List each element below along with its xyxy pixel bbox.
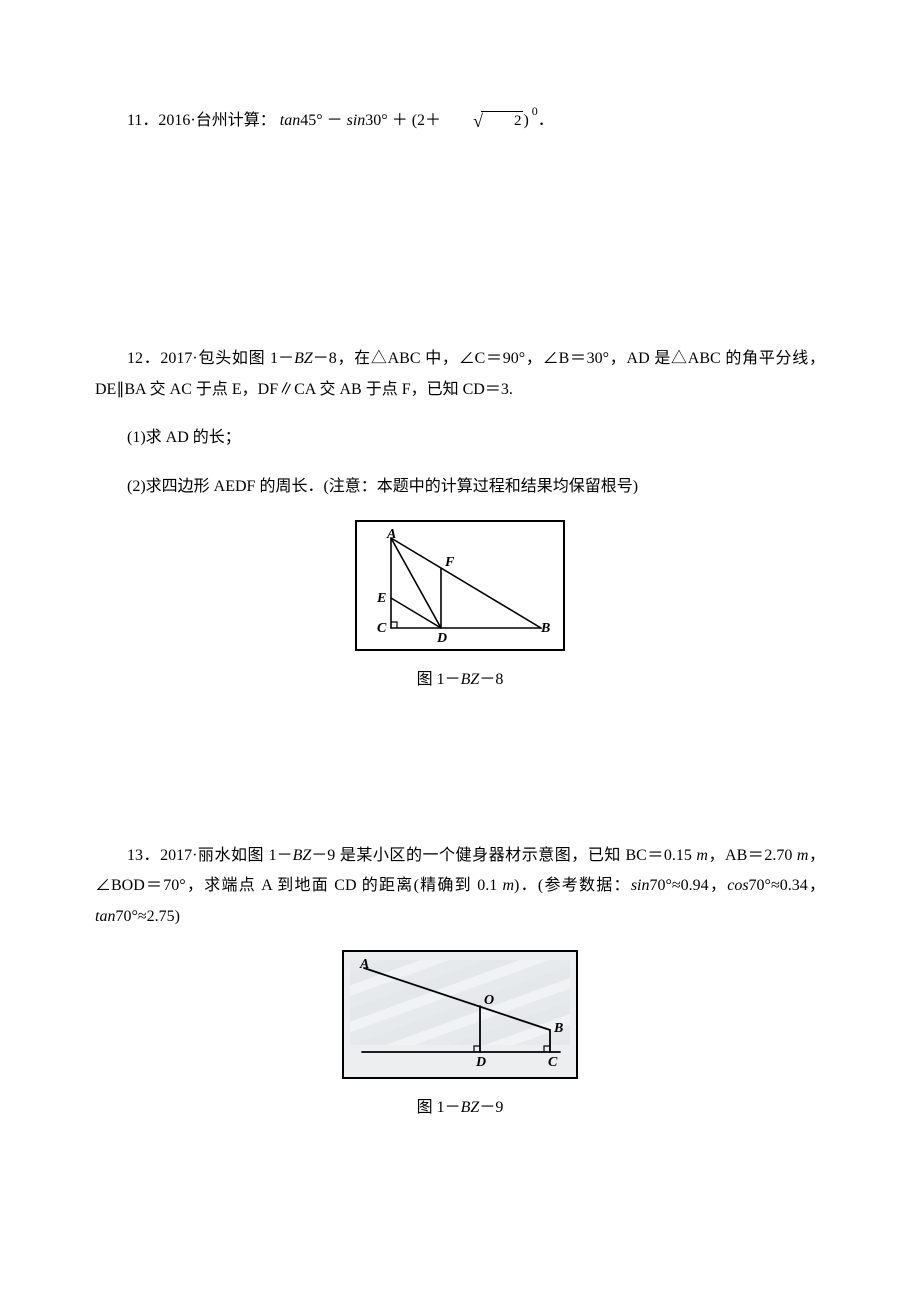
svg-text:C: C (377, 621, 387, 636)
svg-text:D: D (475, 1055, 486, 1068)
q13-d70a: 70°≈0.94， (650, 877, 728, 894)
q11-open: (2＋ (412, 112, 441, 129)
vertical-gap-2 (95, 711, 825, 841)
fig9-cap-b: BZ (461, 1099, 480, 1116)
q11-plus: ＋ (392, 112, 408, 129)
svg-text:C: C (548, 1055, 558, 1068)
q11-period: ． (538, 112, 554, 129)
q11-45: 45° (300, 112, 322, 129)
problem-13-stem: 13．2017·丽水如图 1－BZ－9 是某小区的一个健身器材示意图，已知 BC… (95, 841, 825, 932)
figure-9-block: A O B D C 图 1－BZ－9 (95, 950, 825, 1117)
problem-11: 11．2016·台州计算： tan45° － sin30° ＋ (2＋√2)0． (95, 100, 825, 136)
q11-minus: － (327, 112, 343, 129)
q13-l1a: 13．2017·丽水如图 1－ (127, 847, 293, 864)
svg-text:A: A (359, 957, 369, 972)
fig9-cap-c: －9 (479, 1099, 503, 1116)
q11-radicand: 2 (481, 111, 524, 130)
figure-9-caption: 图 1－BZ－9 (95, 1093, 825, 1117)
q11-tan: tan (280, 112, 300, 129)
q13-sin: sin (631, 877, 650, 894)
vertical-gap (95, 154, 825, 344)
problem-12-part1: (1)求 AD 的长； (95, 423, 825, 453)
sqrt-root: √2 (441, 111, 523, 130)
figure-8-block: A B C D E F 图 1－BZ－8 (95, 520, 825, 689)
svg-text:A: A (386, 528, 396, 542)
q13-m3: m (502, 877, 514, 894)
q13-l1f: )．(参考数据： (514, 877, 631, 894)
q13-m1: m (696, 847, 708, 864)
q13-tan: tan (95, 908, 115, 925)
figure-8-diagram: A B C D E F (365, 528, 555, 642)
svg-text:O: O (484, 993, 494, 1008)
q12-part1: (1)求 AD 的长； (127, 429, 241, 446)
figure-8-caption: 图 1－BZ－8 (95, 665, 825, 689)
q11-close: ) (523, 112, 528, 129)
figure-9-frame: A O B D C (342, 950, 578, 1079)
svg-text:E: E (376, 591, 386, 606)
svg-text:B: B (540, 621, 550, 636)
svg-text:F: F (444, 555, 455, 570)
q13-l1c: －9 是某小区的一个健身器材示意图，已知 BC＝0.15 (311, 847, 696, 864)
problem-12-stem: 12．2017·包头如图 1－BZ－8，在△ABC 中，∠C＝90°，∠B＝30… (95, 344, 825, 405)
q13-m2: m (797, 847, 809, 864)
fig9-cap-a: 图 1－ (417, 1099, 461, 1116)
figure-9-diagram: A O B D C (348, 956, 572, 1068)
q13-d70c: 70°≈2.75) (115, 908, 180, 925)
q12-part2: (2)求四边形 AEDF 的周长．(注意：本题中的计算过程和结果均保留根号) (127, 478, 638, 495)
q13-l1d: ，AB＝2.70 (708, 847, 797, 864)
svg-text:D: D (436, 631, 447, 642)
fig8-cap-b: BZ (461, 671, 480, 688)
q12-bz: BZ (294, 350, 313, 367)
q11-prefix: 11．2016·台州计算： (127, 112, 276, 129)
q12-l1a: 12．2017·包头如图 1－ (127, 350, 294, 367)
problem-12-part2: (2)求四边形 AEDF 的周长．(注意：本题中的计算过程和结果均保留根号) (95, 472, 825, 502)
q11-sin: sin (347, 112, 366, 129)
q13-d70b: 70°≈0.34， (749, 877, 825, 894)
q11-30: 30° (365, 112, 387, 129)
q13-bz: BZ (293, 847, 312, 864)
fig8-cap-c: －8 (479, 671, 503, 688)
fig8-cap-a: 图 1－ (417, 671, 461, 688)
q13-cos: cos (727, 877, 748, 894)
svg-text:B: B (553, 1021, 563, 1036)
figure-8-frame: A B C D E F (355, 520, 565, 651)
radical-icon: √ (441, 112, 483, 130)
